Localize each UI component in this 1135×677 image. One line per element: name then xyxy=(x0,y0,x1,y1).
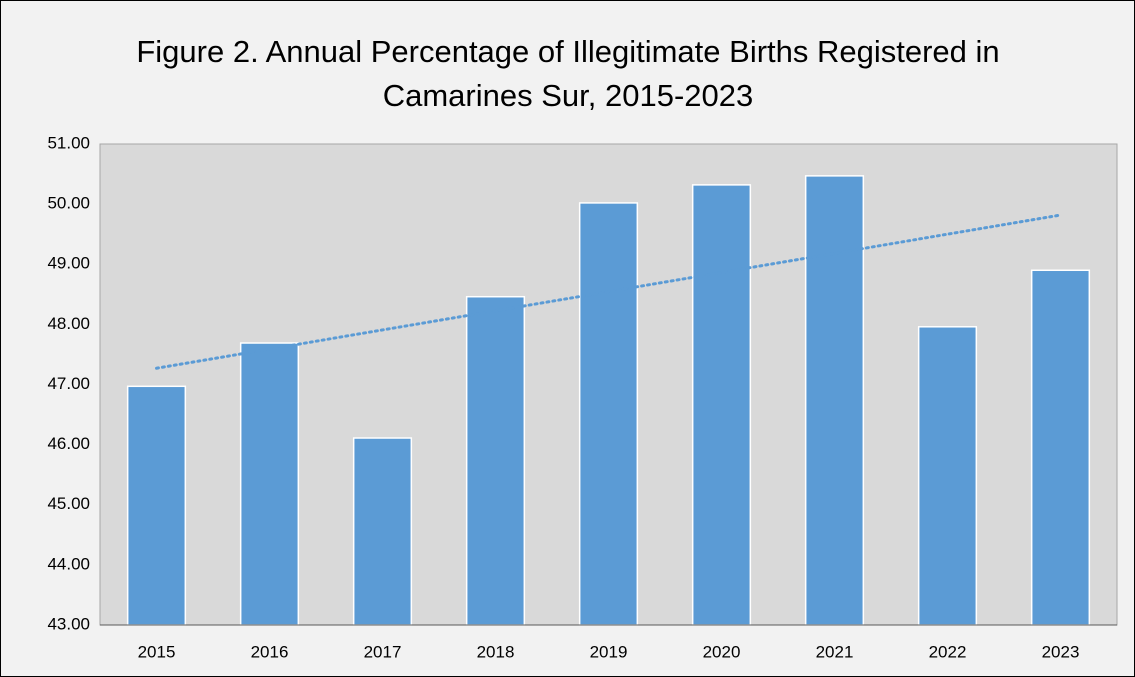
bar xyxy=(578,202,639,626)
bar xyxy=(804,175,865,626)
x-tick-label: 2023 xyxy=(1042,642,1080,661)
y-tick-label: 44.00 xyxy=(47,554,90,573)
trendline xyxy=(155,213,1062,370)
y-tick-label: 47.00 xyxy=(47,374,90,393)
bar xyxy=(691,184,752,626)
bar xyxy=(239,342,300,626)
bar xyxy=(352,437,413,626)
bar xyxy=(465,295,526,626)
x-tick-label: 2022 xyxy=(929,642,967,661)
y-tick-label: 49.00 xyxy=(47,254,90,273)
y-tick-label: 45.00 xyxy=(47,494,90,513)
bar xyxy=(126,385,187,626)
chart-title: Figure 2. Annual Percentage of Illegitim… xyxy=(136,34,1000,113)
x-tick-label: 2018 xyxy=(477,642,515,661)
x-tick-label: 2016 xyxy=(251,642,289,661)
y-tick-label: 51.00 xyxy=(47,133,90,152)
bar xyxy=(917,326,978,626)
x-tick-label: 2017 xyxy=(364,642,402,661)
y-tick-label: 50.00 xyxy=(47,194,90,213)
x-tick-label: 2019 xyxy=(590,642,628,661)
y-tick-label: 43.00 xyxy=(47,614,90,633)
y-tick-label: 48.00 xyxy=(47,314,90,333)
x-tick-label: 2021 xyxy=(816,642,854,661)
x-tick-label: 2020 xyxy=(703,642,741,661)
bar xyxy=(1030,269,1091,626)
x-tick-label: 2015 xyxy=(138,642,176,661)
y-tick-label: 46.00 xyxy=(47,434,90,453)
